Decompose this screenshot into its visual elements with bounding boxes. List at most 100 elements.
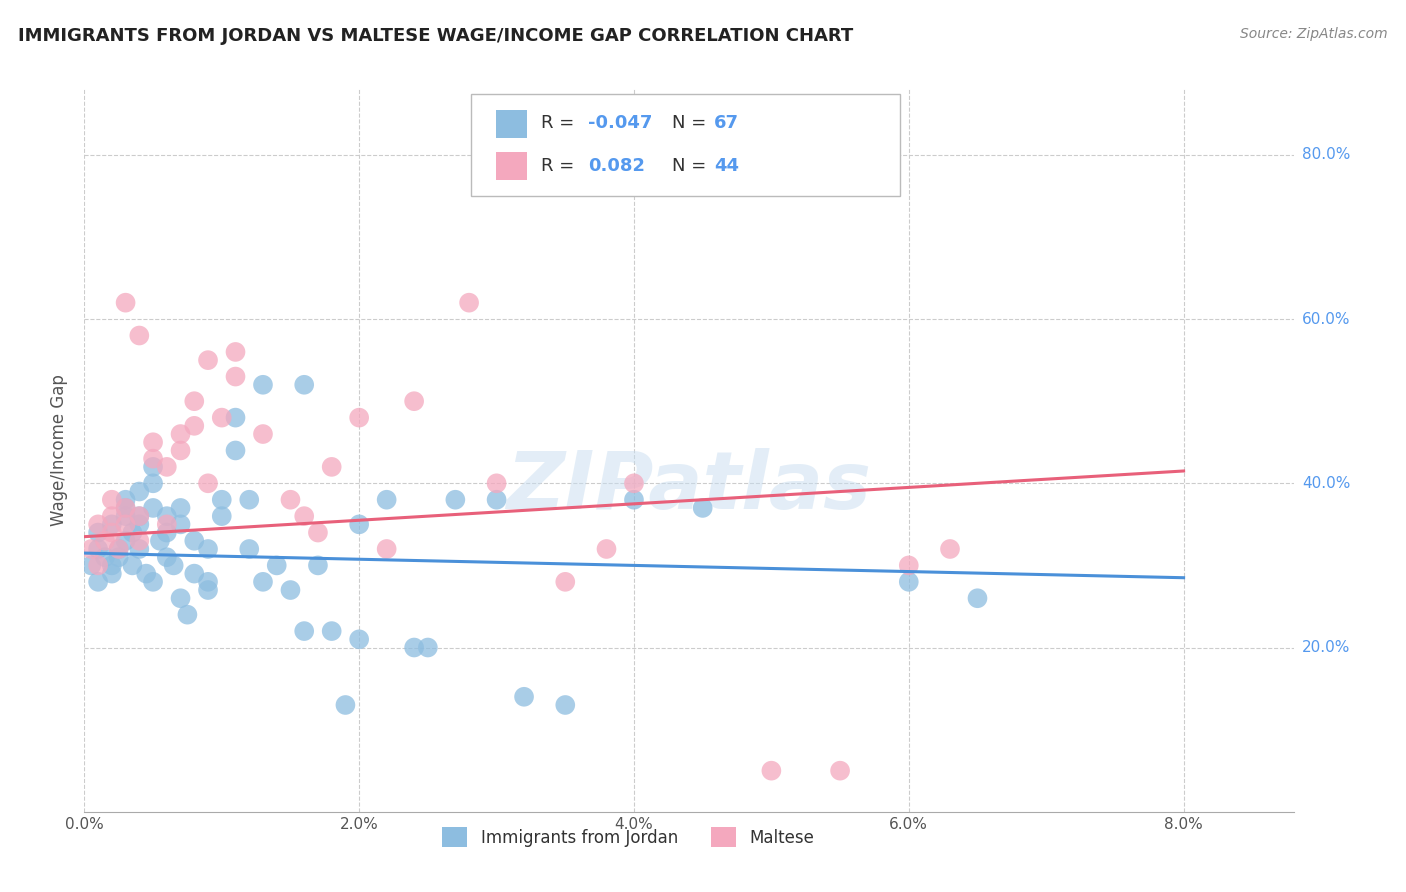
Text: 60.0%: 60.0% <box>1302 311 1350 326</box>
Point <box>142 435 165 450</box>
Point <box>375 541 398 556</box>
Point <box>897 574 920 589</box>
Point <box>183 418 205 433</box>
Point <box>156 517 179 532</box>
Point <box>128 484 150 499</box>
Text: 20.0%: 20.0% <box>1302 640 1350 655</box>
Point <box>321 459 343 474</box>
Text: 67: 67 <box>714 114 740 132</box>
Point <box>485 476 508 491</box>
Point <box>114 500 136 515</box>
Point <box>292 377 315 392</box>
Point <box>114 533 136 548</box>
Point <box>252 574 274 589</box>
Text: R =: R = <box>541 114 581 132</box>
Point <box>225 345 247 359</box>
Point <box>280 492 302 507</box>
Point <box>169 591 191 606</box>
Point <box>128 533 150 548</box>
Point <box>513 690 536 704</box>
Point <box>197 353 219 368</box>
Point <box>87 517 110 532</box>
Point <box>252 427 274 442</box>
Point <box>101 509 124 524</box>
Point <box>225 410 247 425</box>
Point <box>761 764 783 778</box>
Point <box>238 541 260 556</box>
Point <box>121 525 143 540</box>
Point <box>169 427 191 442</box>
Point <box>101 525 124 540</box>
Point <box>135 566 157 581</box>
Text: -0.047: -0.047 <box>588 114 652 132</box>
Point <box>101 517 124 532</box>
Point <box>225 443 247 458</box>
Point <box>87 541 110 556</box>
Point <box>176 607 198 622</box>
Point <box>107 541 129 556</box>
Point <box>169 443 191 458</box>
Point <box>101 492 124 507</box>
Point <box>444 492 467 507</box>
Point <box>121 558 143 573</box>
Point <box>142 451 165 466</box>
Point <box>458 295 481 310</box>
Y-axis label: Wage/Income Gap: Wage/Income Gap <box>51 375 69 526</box>
Point <box>347 632 370 647</box>
Point <box>404 394 426 409</box>
Point <box>114 500 136 515</box>
Point <box>485 492 508 507</box>
Point <box>321 624 343 639</box>
Point <box>156 550 179 565</box>
Text: 0.082: 0.082 <box>588 157 645 175</box>
Text: N =: N = <box>672 114 711 132</box>
Point <box>142 574 165 589</box>
Point <box>404 640 426 655</box>
Point <box>211 410 233 425</box>
Point <box>307 558 329 573</box>
Text: IMMIGRANTS FROM JORDAN VS MALTESE WAGE/INCOME GAP CORRELATION CHART: IMMIGRANTS FROM JORDAN VS MALTESE WAGE/I… <box>18 27 853 45</box>
Point <box>252 377 274 392</box>
Point <box>211 492 233 507</box>
Point <box>183 533 205 548</box>
Point <box>197 476 219 491</box>
Point <box>114 509 136 524</box>
Text: R =: R = <box>541 157 586 175</box>
Point <box>101 558 124 573</box>
Text: 80.0%: 80.0% <box>1302 147 1350 162</box>
Point <box>128 509 150 524</box>
Point <box>94 533 117 548</box>
Legend: Immigrants from Jordan, Maltese: Immigrants from Jordan, Maltese <box>436 821 821 854</box>
Text: ZIPatlas: ZIPatlas <box>506 448 872 525</box>
Point <box>183 566 205 581</box>
Point <box>292 509 315 524</box>
Text: Source: ZipAtlas.com: Source: ZipAtlas.com <box>1240 27 1388 41</box>
Point <box>107 550 129 565</box>
Point <box>183 394 205 409</box>
Point <box>114 492 136 507</box>
Point <box>197 541 219 556</box>
Point <box>156 525 179 540</box>
Point <box>197 574 219 589</box>
Point <box>87 574 110 589</box>
Point <box>128 517 150 532</box>
Point <box>307 525 329 540</box>
Point <box>211 509 233 524</box>
Point <box>128 509 150 524</box>
Point <box>197 582 219 597</box>
Point <box>169 500 191 515</box>
Point <box>347 410 370 425</box>
Point <box>554 574 576 589</box>
Point <box>156 459 179 474</box>
Point <box>156 509 179 524</box>
Text: N =: N = <box>672 157 711 175</box>
Point <box>554 698 576 712</box>
Point <box>623 492 645 507</box>
Point <box>163 558 186 573</box>
Point <box>107 541 129 556</box>
Point <box>114 295 136 310</box>
Point <box>114 517 136 532</box>
Point <box>87 558 110 573</box>
Point <box>149 533 172 548</box>
Point <box>169 517 191 532</box>
